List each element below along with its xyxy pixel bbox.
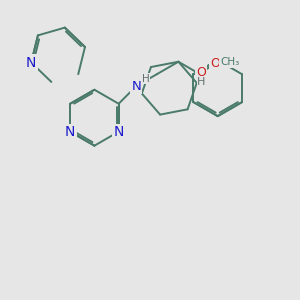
Text: H: H — [142, 74, 150, 84]
Text: CH₃: CH₃ — [220, 57, 239, 68]
Text: O: O — [196, 66, 206, 79]
Text: N: N — [26, 56, 36, 70]
Text: O: O — [210, 57, 220, 70]
Text: N: N — [131, 80, 141, 92]
Text: N: N — [113, 125, 124, 139]
Text: N: N — [65, 125, 75, 139]
Text: H: H — [197, 76, 206, 87]
